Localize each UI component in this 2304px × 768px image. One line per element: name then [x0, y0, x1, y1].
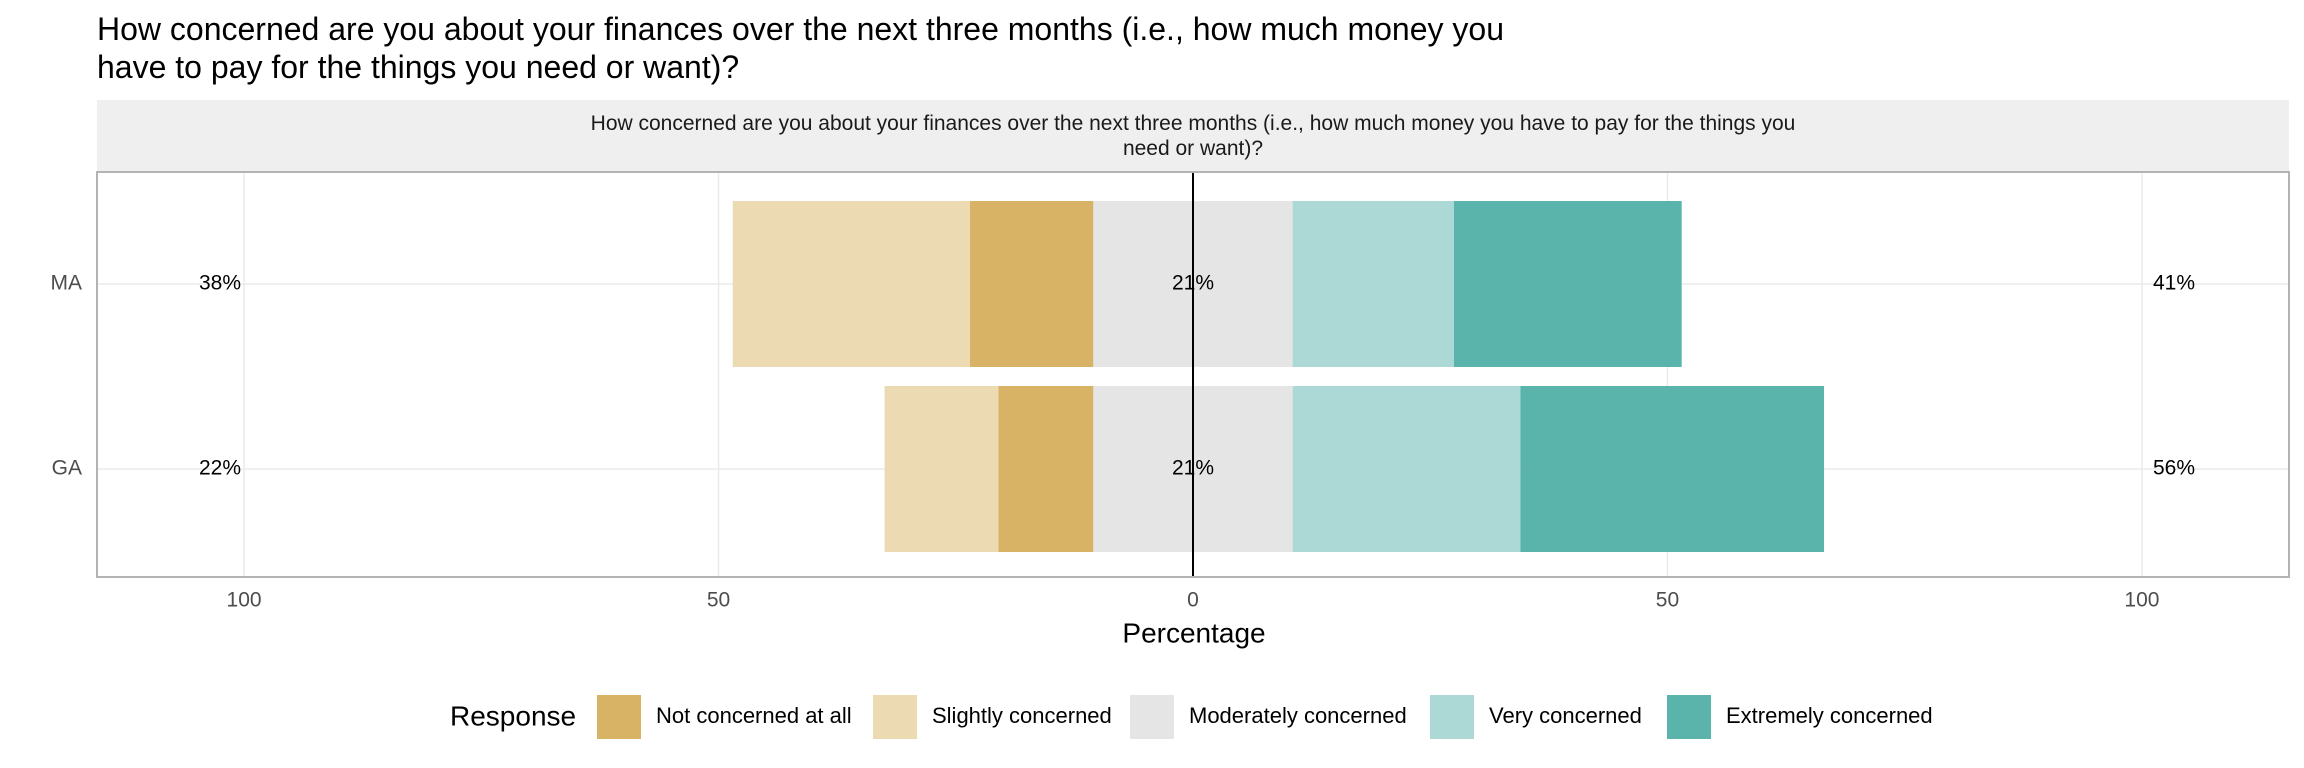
y-tick-label: GA — [52, 457, 82, 480]
bar-segment — [970, 201, 1094, 367]
data-label: 21% — [1172, 272, 1214, 295]
low-total-label: 22% — [199, 457, 241, 480]
bar-segment — [1453, 201, 1682, 367]
legend-key — [1667, 695, 1711, 739]
bar-segment — [884, 386, 999, 552]
high-total-label: 41% — [2153, 272, 2195, 295]
x-tick-label: 0 — [1187, 589, 1199, 612]
legend-key — [1430, 695, 1474, 739]
legend-label: Moderately concerned — [1189, 703, 1407, 728]
x-tick-label: 50 — [707, 589, 730, 612]
facet-label: How concerned are you about your finance… — [590, 112, 1796, 160]
data-label: 21% — [1172, 457, 1214, 480]
bar-segment — [1292, 386, 1521, 552]
x-tick-label: 100 — [227, 589, 262, 612]
legend-key — [597, 695, 641, 739]
legend-label: Extremely concerned — [1726, 703, 1933, 728]
bar-segment — [1520, 386, 1825, 552]
x-tick-label: 50 — [1656, 589, 1679, 612]
bar-segment — [1292, 201, 1454, 367]
y-tick-label: MA — [51, 272, 83, 295]
bar-segment — [998, 386, 1094, 552]
legend-key — [1130, 695, 1174, 739]
bar-segment — [732, 201, 971, 367]
legend-label: Very concerned — [1489, 703, 1642, 728]
legend-label: Not concerned at all — [656, 703, 852, 728]
legend-title: Response — [450, 700, 576, 731]
low-total-label: 38% — [199, 272, 241, 295]
x-axis-title: Percentage — [1122, 617, 1265, 648]
legend-key — [873, 695, 917, 739]
chart-title: How concerned are you about your finance… — [97, 11, 1504, 85]
panel-border — [96, 171, 2290, 578]
high-total-label: 56% — [2153, 457, 2195, 480]
x-tick-label: 100 — [2124, 589, 2159, 612]
facet-strip: How concerned are you about your finance… — [97, 100, 2289, 172]
legend-label: Slightly concerned — [932, 703, 1112, 728]
